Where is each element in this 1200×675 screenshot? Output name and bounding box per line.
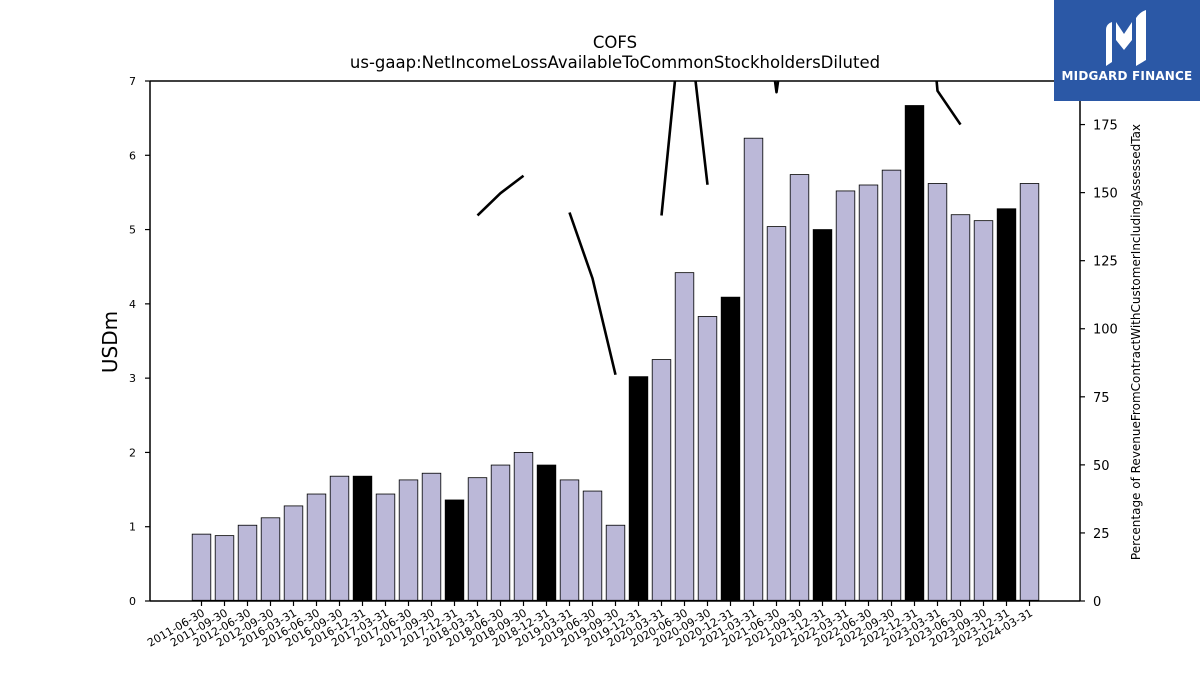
y2-tick-label-5: 125: [1093, 255, 1118, 270]
chart-subtitle: us-gaap:NetIncomeLossAvailableToCommonSt…: [349, 53, 881, 72]
bar-16: [559, 479, 580, 602]
bar-15: [536, 464, 557, 602]
bar-3: [260, 517, 281, 602]
bar-series: [191, 105, 1040, 602]
chart-title: COFS: [592, 33, 638, 52]
bar-5: [306, 493, 327, 602]
bar-19: [628, 376, 649, 602]
midgard-finance-logo: MIDGARD FINANCE: [1054, 0, 1200, 101]
y2-tick-label-0: 0: [1093, 595, 1101, 610]
bar-0: [191, 533, 212, 602]
bar-18: [605, 524, 626, 602]
line-series: [476, 0, 962, 376]
bar-21: [674, 272, 695, 602]
bar-27: [812, 229, 833, 602]
bar-36: [1019, 183, 1040, 602]
y-axis-label: USDm: [98, 311, 122, 373]
line-segment-0: [476, 174, 525, 217]
line-segment-4: [846, 0, 869, 6]
bar-28: [835, 190, 856, 602]
bar-35: [996, 208, 1017, 602]
bar-9: [398, 479, 419, 602]
bar-12: [467, 477, 488, 602]
bar-20: [651, 359, 672, 602]
bar-32: [927, 183, 948, 602]
bar-33: [950, 214, 971, 602]
y-tick-label-6: 6: [129, 149, 136, 162]
y-tick-label-4: 4: [129, 298, 136, 311]
bar-8: [375, 493, 396, 602]
bar-17: [582, 490, 603, 602]
bar-10: [421, 472, 442, 602]
line-segment-5: [935, 81, 962, 126]
y-tick-label-2: 2: [129, 446, 136, 459]
y2-tick-label-3: 75: [1093, 391, 1110, 406]
line-segment-3: [773, 81, 780, 94]
bar-13: [490, 464, 511, 602]
bar-1: [214, 535, 235, 602]
bar-26: [789, 174, 810, 602]
y-tick-label-5: 5: [129, 224, 136, 237]
y2-tick-label-7: 175: [1093, 119, 1118, 134]
y-tick-label-7: 7: [129, 75, 136, 88]
y2-tick-label-4: 100: [1093, 323, 1118, 338]
bar-4: [283, 505, 304, 602]
y2-axis-label: Percentage of RevenueFromContractWithCus…: [1129, 124, 1143, 560]
logo-mark-icon: [1106, 10, 1146, 66]
y-tick-label-3: 3: [129, 372, 136, 385]
bar-22: [697, 316, 718, 602]
line-segment-2: [660, 81, 709, 216]
bar-24: [743, 137, 764, 602]
y-tick-label-0: 0: [129, 595, 136, 608]
bar-11: [444, 499, 465, 602]
logo-text: MIDGARD FINANCE: [1061, 69, 1193, 83]
axes: 0123456702550751001251501752011-06-30201…: [129, 75, 1118, 650]
bar-23: [720, 296, 741, 602]
y2-tick-label-1: 25: [1093, 527, 1110, 542]
bar-30: [881, 169, 902, 602]
bar-34: [973, 220, 994, 602]
y-tick-label-1: 1: [129, 521, 136, 534]
y2-tick-label-6: 150: [1093, 187, 1118, 202]
bar-25: [766, 226, 787, 602]
y2-tick-label-2: 50: [1093, 459, 1110, 474]
bar-31: [904, 105, 925, 602]
bar-7: [352, 475, 373, 602]
bar-2: [237, 524, 258, 602]
bar-29: [858, 184, 879, 602]
bar-14: [513, 452, 534, 602]
line-segment-1: [568, 212, 617, 376]
bar-6: [329, 475, 350, 602]
